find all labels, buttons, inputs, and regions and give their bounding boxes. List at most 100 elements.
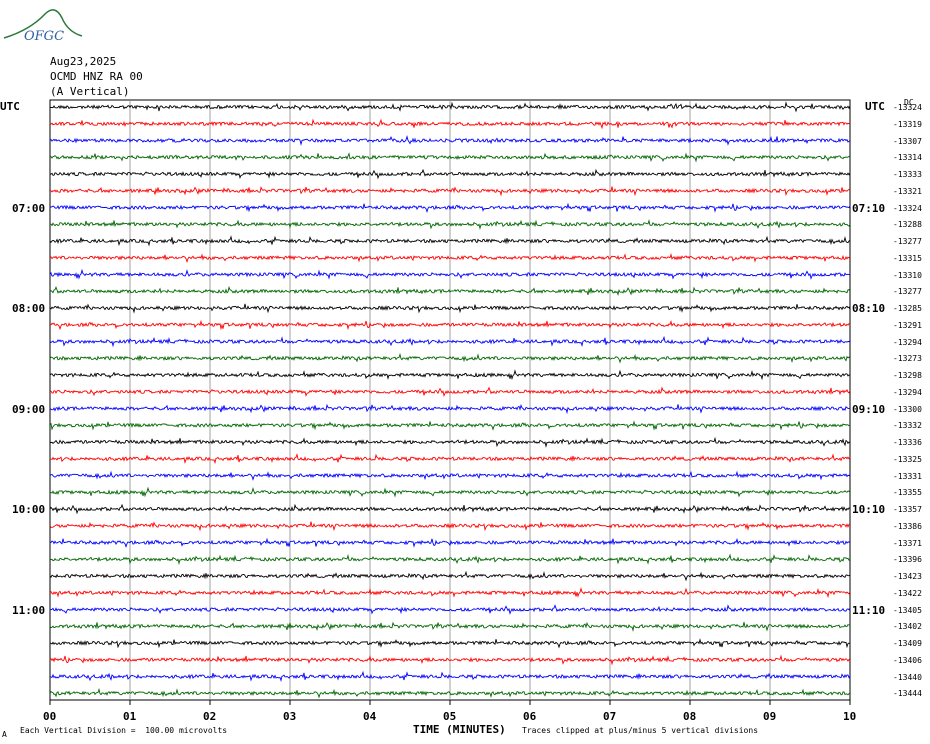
trace-line [49,168,851,180]
x-tick-label: 03 [283,710,297,723]
trace-line [49,101,851,113]
trace-line [49,670,851,683]
dc-offset: -13444 [893,689,922,699]
dc-offset: -13325 [893,454,922,464]
trace-line [49,218,851,231]
right-time-label: 07:10 [852,201,886,215]
left-time-label: 09:00 [12,402,46,416]
right-time-label: 09:10 [852,402,886,416]
trace-line [49,553,851,566]
trace-line [49,352,851,364]
corner-mark: A [2,730,7,739]
x-tick-label: 00 [43,710,57,723]
clip-note: Traces clipped at plus/minus 5 vertical … [522,726,759,735]
dc-offset: -13336 [893,438,922,447]
scale-note: Each Vertical Division = 100.00 microvol… [20,726,228,735]
dc-offset: -13405 [893,605,922,615]
header-station: OCMD HNZ RA 00 [50,70,143,83]
trace-line [49,654,851,666]
dc-offset: -13273 [893,354,922,364]
trace-line [49,570,851,582]
header-date: Aug23,2025 [50,55,117,68]
right-time-label: 11:10 [852,603,886,617]
trace-line [49,604,851,615]
dc-offset: -13324 [893,103,922,112]
x-tick-label: 05 [443,710,457,723]
x-tick-label: 01 [123,710,137,723]
trace-line [49,503,851,515]
dc-offset: -13409 [893,639,922,648]
dc-offset: -13324 [893,203,922,213]
x-tick-label: 02 [203,710,217,723]
trace-line [49,118,851,130]
dc-offset: -13402 [893,622,922,632]
trace-line [49,152,851,163]
trace-line [49,386,851,398]
trace-line [49,486,851,498]
x-tick-label: 08 [683,710,697,723]
trace-line [50,319,851,331]
grid [129,100,771,700]
dc-offset: -13314 [893,153,922,163]
left-time-label: 07:00 [12,201,46,215]
dc-offset: -13422 [893,588,922,598]
dc-label: DC [904,98,914,107]
dc-offset: -13291 [893,320,922,330]
trace-line [49,369,851,381]
trace-line [49,235,851,247]
trace-line [49,537,851,549]
trace-line [49,134,851,146]
x-tick-label: 07 [603,710,617,723]
x-axis-label: TIME (MINUTES) [413,723,506,736]
dc-offset: -13396 [893,555,922,565]
x-tick-label: 04 [363,710,377,723]
x-tick-label: 10 [843,710,857,723]
trace-line [49,687,851,699]
trace-line [49,268,851,280]
dc-offset: -13288 [893,220,922,230]
header-component: (A Vertical) [50,85,130,98]
dc-offset: -13294 [893,387,922,397]
trace-line [49,420,851,431]
ofgc-logo: OFGC [3,9,83,44]
right-time-label: 10:10 [852,503,886,516]
trace-line [49,335,851,348]
dc-offset: -13332 [893,421,922,431]
dc-offset: -13319 [893,119,922,129]
trace-line [49,252,851,264]
dc-offset: -13300 [893,404,922,414]
trace-line [49,303,851,314]
left-time-label: 08:00 [12,302,46,315]
trace-line [50,186,851,197]
dc-offset: -13321 [893,186,922,196]
trace-line [49,587,851,599]
trace-line [49,403,851,415]
trace-line [49,202,851,214]
dc-offset: -13294 [893,337,922,347]
trace-line [49,453,851,465]
dc-offset: -13406 [893,655,922,665]
trace-line [49,436,851,448]
dc-offset: -13315 [893,253,922,263]
trace-line [49,621,851,632]
left-time-label: 10:00 [12,503,46,516]
dc-offset: -13285 [893,304,922,313]
trace-line [49,285,851,296]
dc-offset: -13423 [893,572,922,581]
dc-offset: -13298 [893,371,922,380]
logo-text: OFGC [24,29,64,44]
left-time-label: 11:00 [12,603,46,617]
trace-line [49,470,851,481]
trace-line [49,638,851,649]
dc-offset: -13307 [893,136,922,146]
dc-offset: -13331 [893,471,922,481]
dc-offset: -13371 [893,538,922,548]
right-utc-label: UTC [865,100,885,113]
dc-offset: -13440 [893,672,922,682]
right-time-label: 08:10 [852,302,886,315]
traces [49,101,851,699]
dc-offset: -13386 [893,521,922,531]
dc-offset: -13357 [893,505,922,514]
left-utc-label: UTC [0,100,20,113]
